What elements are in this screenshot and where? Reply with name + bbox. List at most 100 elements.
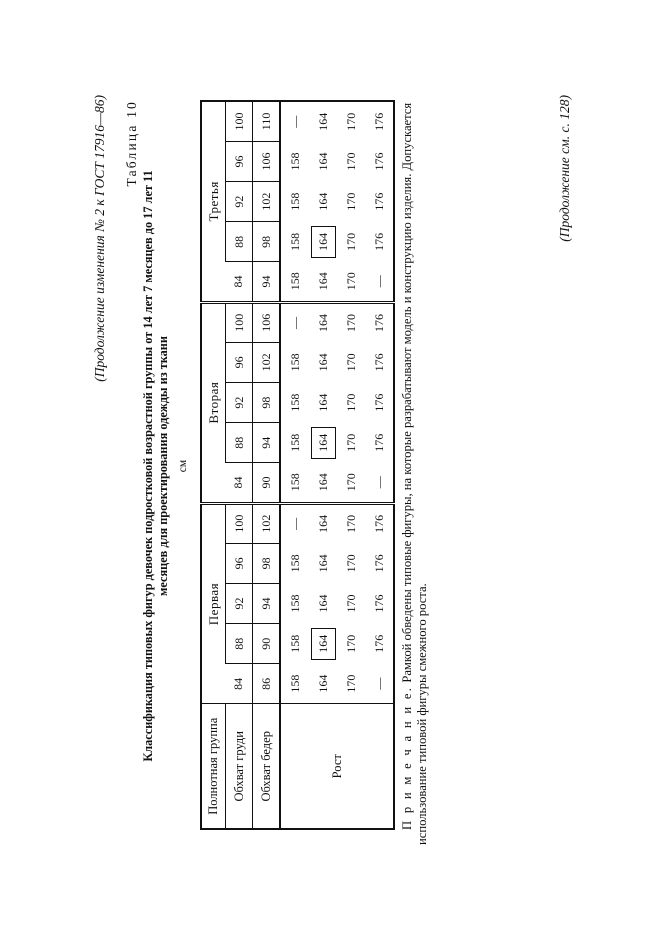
height-cell: 158: [287, 594, 302, 613]
table-number: Таблица 10: [124, 100, 139, 187]
height-cell: 164: [315, 112, 330, 131]
height-cell: 170: [343, 554, 358, 573]
height-cell: —: [287, 115, 302, 128]
height-cell: 170: [343, 152, 358, 171]
boxed-typical-figure: 164: [310, 225, 336, 258]
height-cell: 164: [309, 261, 337, 303]
height-cell: 170: [343, 112, 358, 131]
hips-cell: 94: [252, 583, 280, 624]
height-cell: 176: [371, 393, 386, 412]
height-cell: 170: [343, 433, 358, 452]
height-row: Рост 158 158 158 158—158 158 158 158—158 158 158 1…: [280, 101, 394, 829]
chest-cell: 88: [225, 422, 253, 463]
row-label-chest: Обхват груди: [225, 704, 253, 829]
height-cell: 158: [287, 232, 302, 251]
chest-cell: 92: [225, 382, 253, 423]
height-cell: 164: [315, 674, 330, 693]
height-cell: 176: [371, 152, 386, 171]
group-header-cell: Вторая: [201, 302, 226, 504]
height-cell: 176: [371, 433, 386, 452]
height-cell: 176: [371, 594, 386, 613]
group-header-cell: Третья: [201, 101, 226, 303]
height-cell: 170: [343, 232, 358, 251]
hips-cell: 98: [252, 382, 280, 423]
height-cell: 176: [371, 232, 386, 251]
height-cell: 176: [371, 554, 386, 573]
height-cell: 158: [287, 674, 302, 693]
height-cell: —: [365, 462, 394, 504]
height-cell: 164: [309, 462, 337, 504]
chest-cell: 84: [231, 677, 246, 690]
row-label-hips: Обхват бедер: [252, 704, 280, 829]
height-cell: 170: [343, 514, 358, 533]
height-cell: 158: [287, 152, 302, 171]
height-cell: 176: [371, 112, 386, 131]
height-cell: 164: [315, 152, 330, 171]
boxed-typical-figure: 164: [310, 627, 336, 660]
chest-cell: 84: [225, 462, 253, 504]
height-cell: 170: [343, 594, 358, 613]
title-line-1: Классификация типовых фигур девочек подр…: [141, 170, 155, 762]
hips-cell: 94: [252, 422, 280, 463]
group-header-cell: Первая: [205, 582, 221, 626]
hips-cell: 98: [252, 543, 280, 584]
hips-cell: 102: [252, 503, 280, 544]
hips-cell: 86: [252, 663, 280, 704]
height-cell: 170: [343, 313, 358, 332]
height-cell: 164: [315, 393, 330, 412]
height-cell: 158: [287, 554, 302, 573]
chest-cell: 100: [225, 302, 253, 343]
height-cell: 158: [287, 192, 302, 211]
table-note: П р и м е ч а н и е. Рамкой обведены тип…: [400, 85, 430, 845]
height-cell: 164: [309, 222, 337, 262]
table-title: Классификация типовых фигур девочек подр…: [141, 86, 171, 846]
height-cell: 164: [315, 353, 330, 372]
figure-classification-table: Полнотная группа Первая Вторая Третья Обхват…: [200, 100, 395, 830]
note-label: П р и м е ч а н и е.: [400, 685, 414, 830]
height-cell: 176: [371, 514, 386, 533]
height-cell: 170: [343, 674, 358, 693]
chest-cell: 84: [225, 261, 253, 303]
height-cell: 170: [343, 634, 358, 653]
height-cell: 158: [287, 634, 302, 653]
height-cell: 158: [287, 393, 302, 412]
height-cell: 170: [343, 353, 358, 372]
chest-cell: 92: [225, 583, 253, 624]
hips-cell: 90: [252, 623, 280, 664]
page-footer: (Продолжение см. с. 128): [557, 95, 572, 242]
height-cell: —: [287, 316, 302, 329]
hips-cell: 98: [252, 221, 280, 262]
chest-cell: 100: [225, 101, 253, 142]
height-cell: 164: [315, 192, 330, 211]
height-cell: 176: [371, 192, 386, 211]
boxed-typical-figure: 164: [310, 426, 336, 459]
height-cell: 176: [371, 353, 386, 372]
height-cell: 164: [309, 624, 337, 664]
height-cell: 164: [315, 594, 330, 613]
height-cell: 170: [343, 393, 358, 412]
hips-cell: 94: [252, 261, 280, 303]
height-cell: 176: [371, 313, 386, 332]
height-cell: 164: [315, 313, 330, 332]
height-cell: 164: [315, 554, 330, 573]
height-cell: 164: [309, 423, 337, 463]
height-cell: —: [365, 261, 394, 303]
page-header: (Продолжение изменения № 2 к ГОСТ 17916—…: [92, 95, 107, 382]
chest-cell: 88: [225, 221, 253, 262]
hips-cell: 106: [252, 302, 280, 343]
row-label-height: Рост: [280, 704, 394, 829]
height-cell: —: [287, 517, 302, 530]
height-cell: 176: [371, 634, 386, 653]
chest-cell: 92: [225, 181, 253, 222]
chest-row: Обхват груди 84 88 92 96 100 84 88 92 96 100 84 88 92…: [225, 101, 253, 829]
chest-cell: 96: [225, 543, 253, 584]
hips-cell: 106: [252, 141, 280, 182]
chest-cell: 96: [225, 141, 253, 182]
hips-cell: 110: [252, 101, 280, 142]
chest-cell: 88: [225, 623, 253, 664]
height-cell: —: [371, 677, 386, 690]
row-label-group: Полнотная группа: [201, 704, 226, 829]
hips-row: Обхват бедер 86 90 94 98 102 90 94 98 102 106 94 98 1…: [252, 101, 280, 829]
unit-label: см: [177, 459, 189, 473]
